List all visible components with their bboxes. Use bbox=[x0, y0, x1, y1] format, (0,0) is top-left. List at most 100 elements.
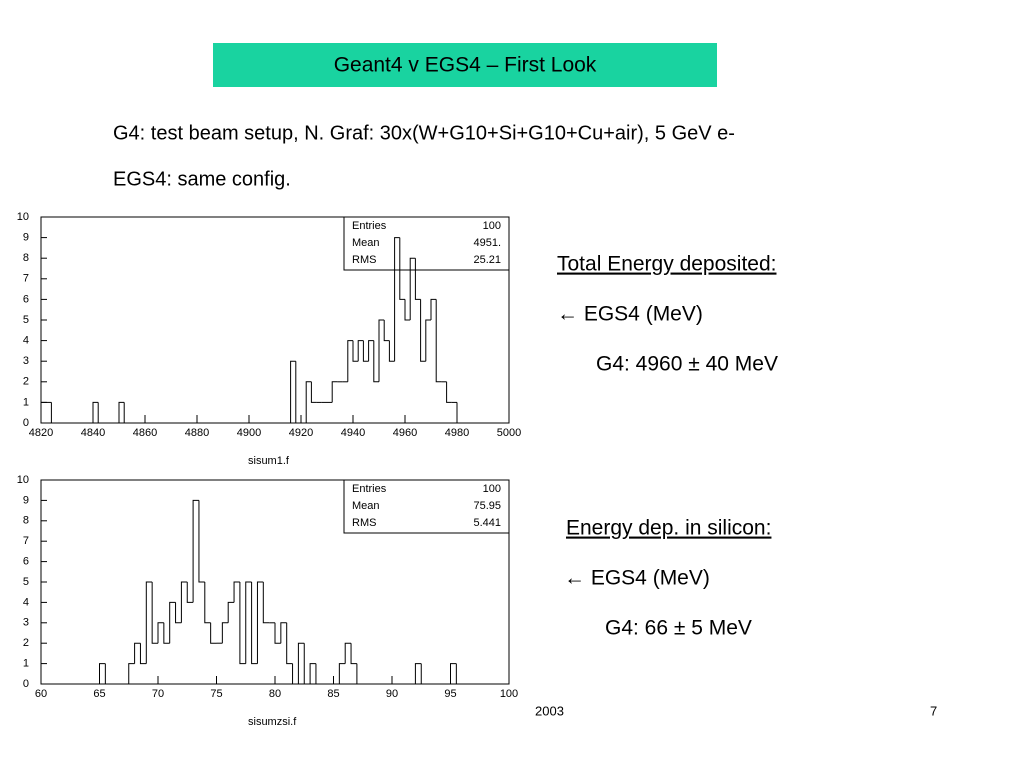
hist-bin bbox=[399, 237, 405, 300]
stats-value: 100 bbox=[483, 220, 501, 232]
x-tick-label: 4980 bbox=[445, 427, 469, 439]
x-tick-label: 4820 bbox=[29, 427, 53, 439]
hist-bin bbox=[420, 663, 428, 685]
hist-bin bbox=[404, 299, 411, 321]
y-tick-label: 0 bbox=[23, 417, 29, 429]
y-tick-label: 0 bbox=[23, 678, 29, 690]
hist-bin bbox=[414, 663, 422, 684]
y-tick-label: 4 bbox=[23, 335, 29, 347]
hist-bin bbox=[310, 381, 317, 403]
hist-bin bbox=[420, 299, 426, 362]
x-tick-label: 70 bbox=[152, 688, 164, 700]
intro-line: G4: test beam setup, N. Graf: 30x(W+G10+… bbox=[113, 122, 735, 144]
x-tick-label: 4840 bbox=[81, 427, 105, 439]
title-box bbox=[213, 43, 717, 87]
hist-bin bbox=[388, 340, 395, 362]
x-tick-label: 4900 bbox=[237, 427, 261, 439]
hist-bin bbox=[280, 622, 287, 644]
hist-bin bbox=[425, 319, 431, 362]
x-tick-label: 4960 bbox=[393, 427, 417, 439]
note-line: ← EGS4 (MeV) bbox=[557, 303, 703, 326]
y-tick-label: 8 bbox=[23, 515, 29, 527]
x-tick-label: 5000 bbox=[497, 427, 521, 439]
hist-bin bbox=[40, 401, 47, 423]
hist-bin bbox=[99, 663, 106, 684]
hist-bin bbox=[378, 319, 385, 382]
hist-bin bbox=[151, 582, 158, 644]
y-tick-label: 1 bbox=[23, 658, 29, 670]
x-tick-label: 85 bbox=[327, 688, 339, 700]
hist-bin bbox=[256, 581, 264, 664]
page-number: 7 bbox=[930, 703, 937, 718]
y-tick-label: 5 bbox=[23, 314, 29, 326]
hist-bin bbox=[104, 663, 112, 685]
hist-bin bbox=[350, 643, 357, 665]
y-tick-label: 2 bbox=[23, 376, 29, 388]
hist-bin bbox=[435, 299, 442, 383]
hist-bin bbox=[204, 582, 211, 624]
hist-bin bbox=[118, 401, 125, 423]
x-tick-label: 80 bbox=[269, 688, 281, 700]
hist-bin bbox=[347, 340, 353, 382]
hist-bin bbox=[50, 402, 57, 424]
plot-frame bbox=[40, 216, 510, 424]
hist-bin bbox=[157, 622, 164, 644]
y-tick-label: 6 bbox=[23, 293, 29, 305]
x-tick-label: 75 bbox=[210, 688, 222, 700]
stats-label: Mean bbox=[352, 500, 380, 512]
hist-bin bbox=[274, 622, 281, 644]
y-tick-label: 9 bbox=[23, 232, 29, 244]
y-tick-label: 5 bbox=[23, 576, 29, 588]
hist-bin bbox=[455, 663, 463, 685]
note-heading: Energy dep. in silicon: bbox=[566, 517, 771, 540]
hist-bin bbox=[409, 257, 416, 320]
note-line: ← EGS4 (MeV) bbox=[564, 567, 710, 590]
hist-bin bbox=[295, 361, 301, 424]
hist-bin bbox=[198, 500, 205, 583]
hist-bin bbox=[128, 663, 135, 684]
stats-label: Mean bbox=[352, 237, 380, 249]
y-tick-label: 1 bbox=[23, 396, 29, 408]
hist-bin bbox=[92, 401, 99, 423]
hist-bin bbox=[245, 581, 252, 664]
x-tick-label: 60 bbox=[35, 688, 47, 700]
x-tick-label: 4940 bbox=[341, 427, 365, 439]
hist-bin bbox=[239, 582, 246, 665]
hist-bin bbox=[338, 663, 346, 684]
hist-bin bbox=[175, 602, 182, 624]
x-axis-label: sisumzsi.f bbox=[248, 716, 297, 728]
hist-bin bbox=[446, 381, 452, 403]
hist-bin bbox=[97, 402, 104, 424]
y-tick-label: 9 bbox=[23, 494, 29, 506]
hist-bin bbox=[414, 258, 421, 300]
hist-bin bbox=[292, 663, 299, 685]
hist-bin bbox=[134, 642, 141, 664]
y-tick-label: 6 bbox=[23, 556, 29, 568]
note-heading: Total Energy deposited: bbox=[557, 253, 776, 276]
hist-bin bbox=[430, 298, 437, 320]
stats-value: 100 bbox=[483, 483, 501, 495]
stats-box bbox=[343, 479, 510, 534]
stats-value: 5.441 bbox=[473, 517, 501, 529]
hist-bin bbox=[290, 360, 296, 423]
hist-bin bbox=[352, 340, 359, 362]
hist-bin bbox=[139, 643, 147, 665]
hist-bin bbox=[303, 643, 311, 685]
y-tick-label: 10 bbox=[17, 474, 29, 486]
hist-bin bbox=[356, 663, 363, 685]
hist-bin bbox=[169, 601, 176, 644]
hist-bin bbox=[180, 581, 188, 623]
hist-bin bbox=[383, 320, 390, 342]
hist-bin bbox=[233, 581, 240, 603]
x-tick-label: 4920 bbox=[289, 427, 313, 439]
stats-label: Entries bbox=[352, 483, 387, 495]
x-tick-label: 95 bbox=[444, 688, 456, 700]
hist-bin bbox=[373, 340, 379, 383]
plot-frame bbox=[40, 479, 510, 685]
intro-line: EGS4: same config. bbox=[113, 168, 291, 190]
hist-bin bbox=[456, 402, 463, 424]
title: Geant4 v EGS4 – First Look bbox=[334, 54, 597, 77]
stats-label: RMS bbox=[352, 517, 376, 529]
hist-bin bbox=[262, 582, 270, 624]
